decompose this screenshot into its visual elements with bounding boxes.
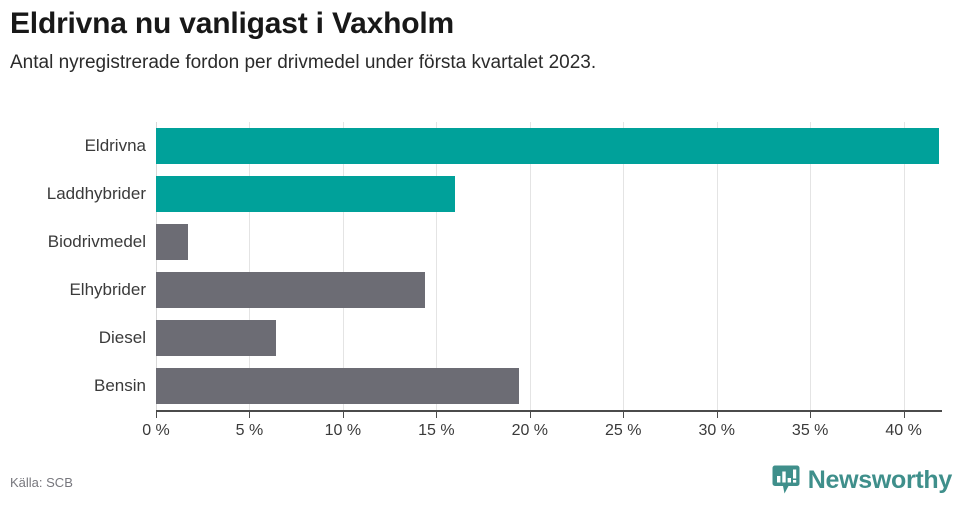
bar-row (156, 170, 941, 218)
x-axis-line (156, 410, 942, 412)
y-axis-label-biodrivmedel: Biodrivmedel (47, 232, 146, 251)
gridline (810, 122, 812, 410)
bar-elhybrider[interactable] (156, 272, 426, 308)
y-axis-label-laddhybrider: Laddhybrider (46, 184, 146, 203)
gridline (529, 122, 531, 410)
x-tick-label: 10 % (324, 422, 362, 439)
x-tick-mark (156, 412, 157, 418)
bar-row (156, 314, 941, 362)
y-axis-label-elhybrider: Elhybrider (69, 280, 146, 299)
x-tick-mark (903, 412, 905, 418)
x-tick-mark (529, 412, 531, 418)
x-tick-label: 30 % (698, 422, 735, 439)
y-axis-label-eldrivna: Eldrivna (84, 136, 146, 155)
x-tick-mark (249, 412, 251, 418)
bar-eldrivna[interactable] (156, 128, 940, 164)
gridline (623, 122, 625, 410)
bar-bensin[interactable] (156, 368, 519, 404)
gridline (903, 122, 905, 410)
gridline (716, 122, 718, 410)
bar-biodrivmedel[interactable] (156, 224, 188, 260)
bar-row (156, 362, 941, 410)
gridline (156, 122, 157, 410)
logo-wordmark: Newsworthy (807, 465, 953, 494)
bar-row (156, 218, 941, 266)
chart-subtitle: Antal nyregistrerade fordon per drivmede… (10, 52, 597, 73)
plot-area (156, 122, 941, 410)
x-tick-label: 40 % (885, 422, 922, 439)
x-tick-label: 5 % (235, 422, 264, 439)
bar-chart: Eldrivna Laddhybrider Biodrivmedel Elhybrid… (0, 112, 960, 452)
y-axis-label-diesel: Diesel (98, 328, 146, 347)
chart-footer: Källa: SCB Newsworthy (0, 453, 960, 505)
y-axis-labels: Eldrivna Laddhybrider Biodrivmedel Elhybrid… (0, 122, 146, 410)
x-tick-mark (810, 412, 812, 418)
newsworthy-bars-bubble-icon (772, 465, 800, 494)
gridline (436, 122, 438, 410)
page-title: Eldrivna nu vanligast i Vaxholm (10, 7, 454, 40)
y-axis-label-bensin: Bensin (94, 376, 146, 395)
x-tick-mark (623, 412, 625, 418)
x-tick-label: 20 % (511, 422, 549, 439)
bar-row (156, 122, 941, 170)
x-tick-mark (436, 412, 438, 418)
bar-series (156, 122, 941, 410)
x-tick-label: 0 % (142, 422, 170, 439)
source-note: Källa: SCB (10, 475, 73, 490)
x-tick-label: 25 % (605, 422, 642, 439)
chart-header: Eldrivna nu vanligast i Vaxholm Antal ny… (0, 0, 960, 76)
x-tick-mark (716, 412, 718, 418)
bar-laddhybrider[interactable] (156, 176, 456, 212)
newsworthy-logo[interactable]: Newsworthy (772, 465, 952, 495)
bar-diesel[interactable] (156, 320, 276, 356)
x-tick-mark (342, 412, 344, 418)
x-tick-label: 15 % (418, 422, 455, 439)
x-tick-label: 35 % (791, 422, 829, 439)
gridline (249, 122, 251, 410)
gridline (342, 122, 344, 410)
bar-row (156, 266, 941, 314)
